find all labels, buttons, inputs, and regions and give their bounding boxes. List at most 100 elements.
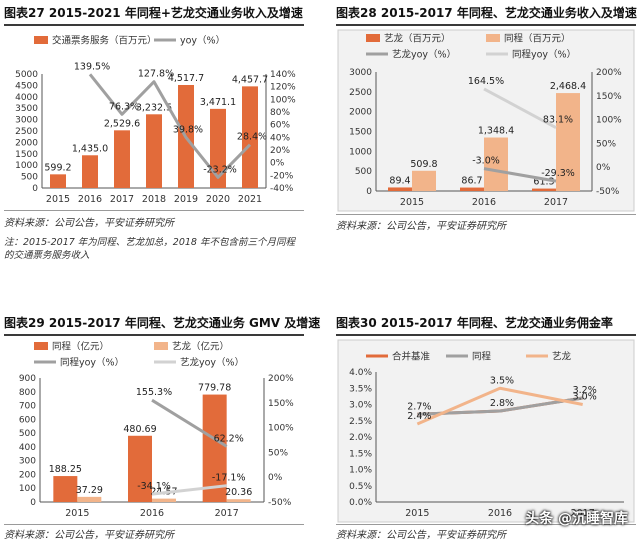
y-tick-label: 1000 — [15, 161, 38, 171]
chart-revenue-2015-2017: 0 500 1000 1500 2000 2500 3000 -50% 0% 50% 100% 150… — [337, 29, 635, 212]
bar-交通票务服务-百万元 — [242, 86, 258, 188]
y-tick-label: 4.0% — [349, 368, 372, 378]
bar-data-label: 4,457.7 — [232, 74, 268, 85]
bar-同程-亿元 — [128, 435, 152, 502]
x-tick-label: 2016 — [488, 508, 512, 519]
y-tick-label: 1500 — [349, 128, 372, 138]
x-tick-label: 2015 — [400, 197, 424, 208]
x-tick-label: 2018 — [142, 194, 166, 205]
bar-同程-亿元 — [202, 394, 227, 502]
bar-同程-亿元 — [53, 476, 78, 502]
watermark-text: 头条 @沉睡智库 — [525, 511, 628, 527]
y-tick-label: 2500 — [349, 88, 372, 98]
line-data-label: -23.2% — [203, 164, 237, 175]
y-tick-label: 0 — [30, 498, 36, 508]
bar-艺龙-亿元 — [152, 498, 176, 502]
y-tick-label: 300 — [19, 457, 36, 467]
line-data-label: -3.0% — [472, 156, 500, 167]
line-data-label: 164.5% — [468, 76, 504, 87]
chart-panel-revenue-2015-2021: 图表27 2015-2021 年同程+艺龙交通业务收入及增速 0 500 1000 1… — [4, 4, 304, 266]
legend-label: 艺龙（百万元） — [384, 33, 451, 45]
y-tick-label: 2000 — [15, 138, 38, 148]
y-tick-label: 500 — [355, 167, 372, 177]
legend-label: 同程yoy（%） — [60, 357, 124, 369]
bar-data-label: 3,232.5 — [136, 102, 172, 113]
y2-tick-label: -50% — [596, 187, 620, 197]
y-tick-label: 900 — [19, 374, 36, 384]
line-艺龙yoy — [151, 484, 227, 496]
legend-label: 合并基准 — [392, 351, 431, 363]
chart-title: 图表27 2015-2021 年同程+艺龙交通业务收入及增速 — [4, 6, 303, 20]
source-text: 资料来源：公司公告，平安证券研究所 — [4, 530, 174, 540]
chart-gmv-2015-2017: 0 100 200 300 400 500 600 700 800 900 -50% 0% 50% 100… — [19, 341, 294, 520]
line-同程yoy — [151, 398, 228, 448]
bar-data-label: 509.8 — [410, 159, 437, 170]
y2-tick-label: 60% — [270, 121, 290, 131]
y2-tick-label: 50% — [268, 448, 288, 458]
line-data-label: 62.2% — [214, 433, 244, 444]
y-tick-label: 3000 — [15, 116, 38, 126]
line-data-label: -34.1% — [137, 481, 171, 492]
bar-data-label: 2,529.6 — [104, 118, 140, 129]
y2-tick-label: 150% — [596, 92, 622, 102]
y-tick-label: 0 — [32, 184, 38, 194]
title-rule — [336, 334, 636, 336]
line-yoy — [88, 73, 252, 179]
line-data-label: 83.1% — [543, 115, 573, 126]
y-tick-label: 500 — [19, 429, 36, 439]
chart-title: 图表30 2015-2017 年同程、艺龙交通业务佣金率 — [336, 316, 613, 330]
x-tick-label: 2017 — [110, 194, 134, 205]
chart-panel-revenue-2015-2017: 图表28 2015-2017 年同程、艺龙交通业务收入及增速 0 500 1000 1… — [336, 4, 637, 234]
y-tick-label: 5000 — [15, 70, 38, 80]
legend-swatch-艺龙-百万元 — [366, 34, 380, 42]
y2-tick-label: 140% — [270, 70, 296, 80]
line-data-label: 139.5% — [74, 61, 110, 72]
line-data-label: 76.3% — [109, 101, 139, 112]
bar-交通票务服务-百万元 — [114, 130, 130, 188]
x-tick-label: 2017 — [571, 508, 595, 519]
line-data-label: 2.4% — [407, 411, 431, 422]
legend-swatch-艺龙-亿元 — [154, 342, 168, 350]
y-tick-label: 1500 — [15, 150, 38, 160]
line-data-label: 39.8% — [173, 124, 203, 135]
y2-tick-label: 100% — [270, 95, 296, 105]
line-data-label: 3.2% — [573, 385, 597, 396]
x-tick-label: 2019 — [174, 194, 198, 205]
y2-tick-label: 120% — [270, 83, 296, 93]
bar-data-label: 480.69 — [123, 424, 156, 435]
bar-data-label: 599.2 — [44, 162, 71, 173]
y-tick-label: 700 — [19, 402, 36, 412]
source-text: 资料来源：公司公告，平安证券研究所 — [4, 218, 174, 229]
y-tick-label: 800 — [19, 388, 36, 398]
chart-title: 图表28 2015-2017 年同程、艺龙交通业务收入及增速 — [336, 6, 637, 20]
chart-background — [337, 339, 635, 523]
y2-tick-label: 100% — [268, 424, 294, 434]
bar-data-label: 4,517.7 — [168, 73, 204, 84]
y-tick-label: 3.5% — [349, 384, 372, 394]
y2-tick-label: 0% — [270, 159, 285, 169]
y-tick-label: 4500 — [15, 81, 38, 91]
source-text: 资料来源：公司公告，平安证券研究所 — [336, 221, 506, 232]
bar-data-label: 188.25 — [49, 464, 82, 475]
bar-data-label: 3,471.1 — [200, 97, 236, 108]
y-tick-label: 2.0% — [349, 433, 372, 443]
y2-tick-label: 20% — [270, 146, 290, 156]
x-tick-label: 2020 — [206, 194, 230, 205]
y-tick-label: 100 — [19, 484, 36, 494]
chart-panel-commission-rate: 图表30 2015-2017 年同程、艺龙交通业务佣金率 0.0% 0.5% 1.0… — [336, 314, 636, 540]
x-tick-label: 2016 — [140, 508, 164, 519]
line-data-label: 127.8% — [138, 69, 174, 80]
y-tick-label: 3.0% — [349, 401, 372, 411]
y2-tick-label: -20% — [270, 171, 294, 181]
bar-data-label: 89.4 — [389, 175, 410, 186]
legend-label: 艺龙 — [552, 351, 572, 363]
y-tick-label: 2.5% — [349, 417, 372, 427]
y2-tick-label: 200% — [596, 68, 622, 78]
y-tick-label: 3000 — [349, 68, 372, 78]
y-tick-label: 4000 — [15, 93, 38, 103]
legend-label: 艺龙yoy（%） — [392, 49, 456, 61]
y-tick-label: 0 — [366, 187, 372, 197]
y-tick-label: 400 — [19, 443, 36, 453]
legend-label: 同程（亿元） — [52, 341, 109, 353]
y-tick-label: 200 — [19, 470, 36, 480]
